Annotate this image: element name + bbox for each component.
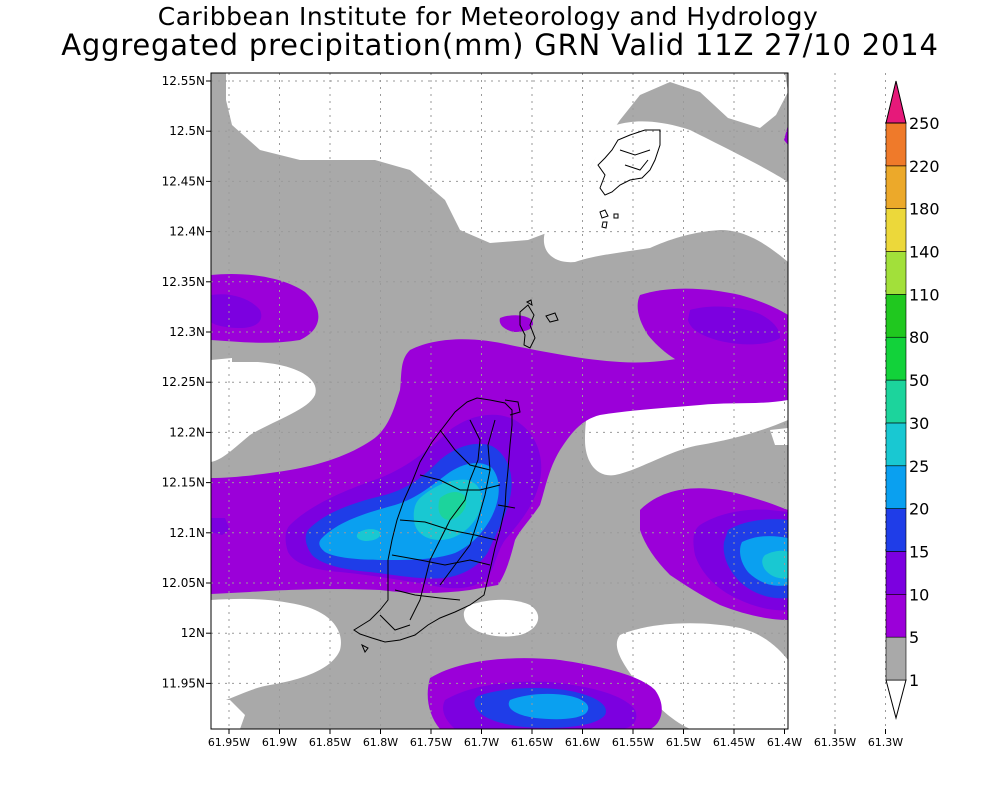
lat-tick-label: 12.15N xyxy=(162,476,205,490)
colorbar-label: 1 xyxy=(909,671,919,690)
colorbar-swatch xyxy=(885,465,907,509)
colorbar-label: 110 xyxy=(909,285,940,304)
longitude-axis: 61.95W 61.9W 61.85W 61.8W 61.75W 61.7W 61.65W 6… xyxy=(208,729,903,749)
map-subtitle: Aggregated precipitation(mm) GRN Valid 1… xyxy=(61,28,939,62)
lon-tick-label: 61.55W xyxy=(612,736,654,749)
lat-tick-label: 11.95N xyxy=(162,676,205,690)
lon-tick-label: 61.6W xyxy=(565,736,600,749)
lat-tick-label: 12.5N xyxy=(169,124,205,138)
colorbar-swatch xyxy=(885,422,907,467)
lon-tick-label: 61.3W xyxy=(868,736,903,749)
lat-tick-label: 12.4N xyxy=(169,225,205,239)
lat-tick-label: 12.35N xyxy=(162,275,205,289)
colorbar-swatch xyxy=(885,379,907,424)
colorbar-label: 20 xyxy=(909,500,929,519)
plot-frame xyxy=(210,72,789,730)
colorbar-swatch xyxy=(885,508,907,552)
colorbar-swatch xyxy=(885,336,907,381)
colorbar-label: 15 xyxy=(909,542,929,561)
colorbar-label: 180 xyxy=(909,200,940,219)
colorbar-swatch xyxy=(885,294,907,338)
lat-tick-label: 12N xyxy=(181,626,205,640)
lon-tick-label: 61.45W xyxy=(713,736,755,749)
lat-tick-label: 12.55N xyxy=(162,74,205,88)
colorbar-min-triangle xyxy=(885,679,907,720)
colorbar-swatch xyxy=(885,251,907,295)
precipitation-field xyxy=(211,73,788,729)
precip-band-30-50 xyxy=(438,492,467,520)
coastline-grenada xyxy=(353,397,521,653)
lat-lon-grid xyxy=(211,73,886,729)
lat-tick-label: 12.25N xyxy=(162,375,205,389)
lon-tick-label: 61.9W xyxy=(262,736,297,749)
colorbar-label: 80 xyxy=(909,328,929,347)
lon-tick-label: 61.75W xyxy=(410,736,452,749)
lat-tick-label: 12.3N xyxy=(169,325,205,339)
colorbar-label: 140 xyxy=(909,243,940,262)
lat-tick-label: 12.45N xyxy=(162,174,205,188)
colorbar-swatch xyxy=(885,594,907,638)
coastline-grenadines xyxy=(519,129,661,349)
colorbar-label: 5 xyxy=(909,628,919,647)
lon-tick-label: 61.7W xyxy=(464,736,499,749)
colorbar-label: 30 xyxy=(909,414,929,433)
colorbar-swatch xyxy=(885,636,907,681)
lon-tick-label: 61.35W xyxy=(814,736,856,749)
colorbar-swatch xyxy=(885,551,907,595)
latitude-axis: 12.55N 12.5N 12.45N 12.4N 12.35N 12.3N 12.25N 1… xyxy=(162,74,211,690)
colorbar-swatch xyxy=(885,208,907,252)
colorbar-label: 50 xyxy=(909,371,929,390)
colorbar-max-triangle xyxy=(885,80,907,124)
lon-tick-label: 61.65W xyxy=(511,736,553,749)
lat-tick-label: 12.2N xyxy=(169,425,205,439)
lon-tick-label: 61.5W xyxy=(666,736,701,749)
colorbar-label: 220 xyxy=(909,157,940,176)
colorbar-swatch xyxy=(885,122,907,167)
colorbar-label: 250 xyxy=(909,114,940,133)
lon-tick-label: 61.4W xyxy=(767,736,802,749)
lat-tick-label: 12.1N xyxy=(169,526,205,540)
lon-tick-label: 61.85W xyxy=(309,736,351,749)
lat-tick-label: 12.05N xyxy=(162,576,205,590)
map-title: Caribbean Institute for Meteorology and … xyxy=(157,2,819,31)
colorbar-swatch xyxy=(885,165,907,209)
colorbar-label: 10 xyxy=(909,585,929,604)
lon-tick-label: 61.8W xyxy=(363,736,398,749)
colorbar-label: 25 xyxy=(909,457,929,476)
lon-tick-label: 61.95W xyxy=(208,736,250,749)
